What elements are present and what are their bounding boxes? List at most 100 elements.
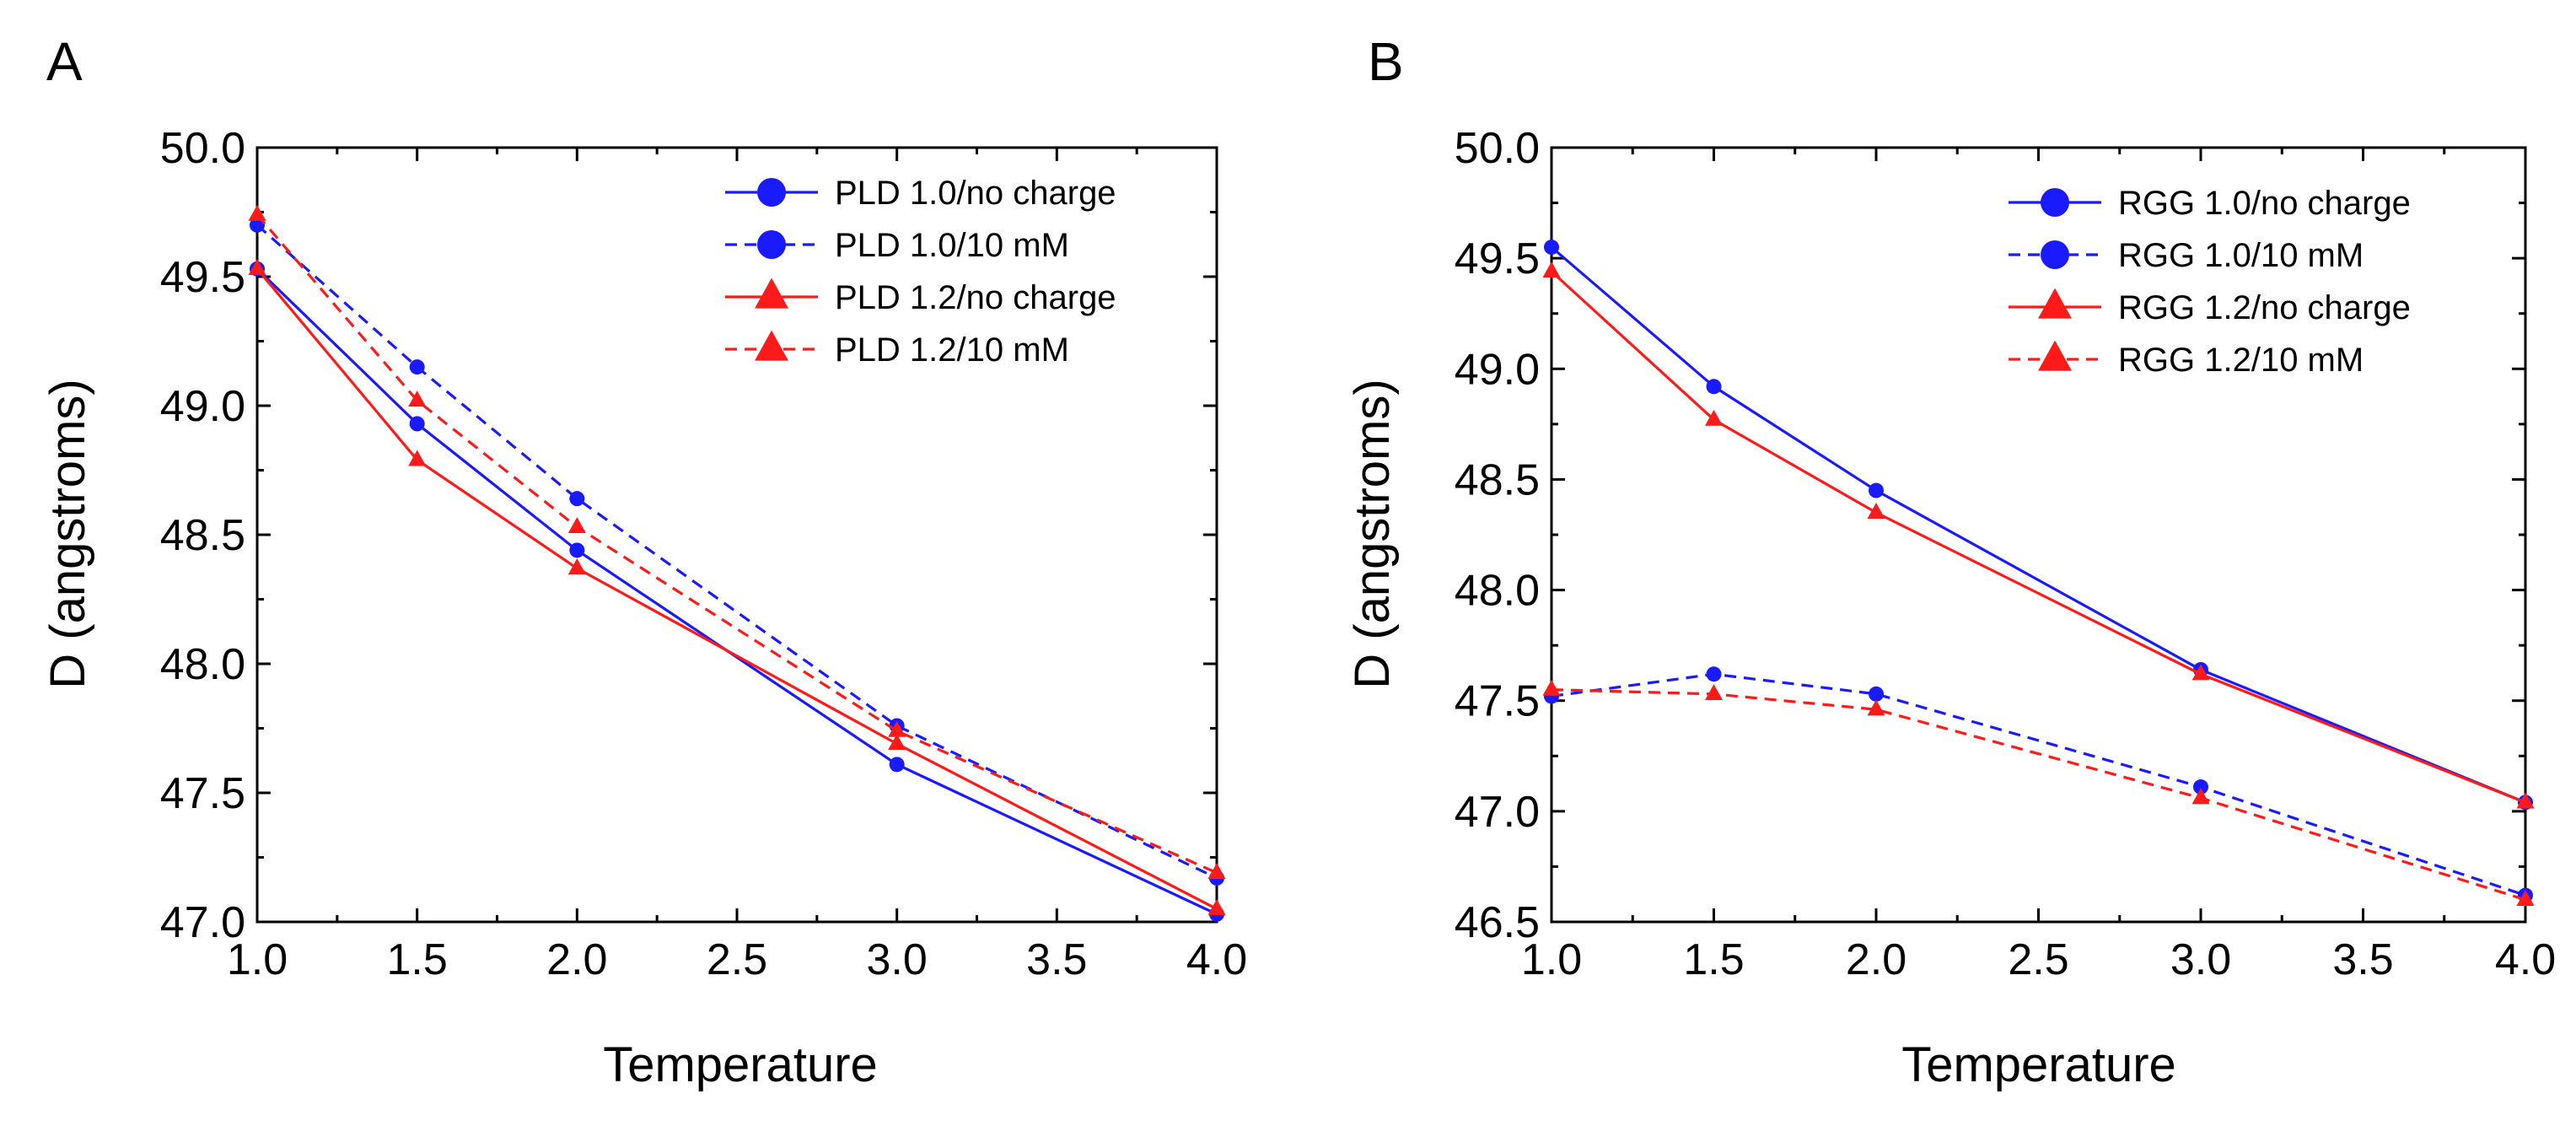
panel-a-series-1-line bbox=[255, 224, 1218, 880]
panel-a-y-tick-label: 49.5 bbox=[160, 253, 245, 302]
panel-a-series-2-point bbox=[888, 734, 906, 751]
panel-a-legend-label: PLD 1.2/10 mM bbox=[835, 331, 1069, 369]
panel-a-x-tick-label: 4.0 bbox=[1186, 935, 1247, 984]
panel-a-series-3-point bbox=[1207, 863, 1226, 880]
panel-b-x-tick-label: 4.0 bbox=[2495, 935, 2556, 984]
panel-a-y-tick-label: 49.0 bbox=[160, 382, 245, 431]
panel-a-y-tick-label: 47.0 bbox=[160, 898, 245, 947]
panel-a-x-tick-label: 2.0 bbox=[546, 935, 607, 984]
panel-a-series-1-point bbox=[250, 217, 265, 233]
panel-a-x-tick-label: 3.5 bbox=[1026, 935, 1087, 984]
panel-b-series-0-point bbox=[1706, 379, 1722, 395]
panel-a-y-axis-title: D (angstroms) bbox=[40, 379, 95, 688]
panel-b-y-tick-label: 48.0 bbox=[1455, 567, 1540, 616]
panel-a-y-tick-label: 50.0 bbox=[160, 124, 245, 173]
panel-a-series-2-point bbox=[567, 558, 586, 574]
panel-a-series-0-point bbox=[889, 757, 905, 773]
panel-b-series-3-point bbox=[2191, 788, 2210, 805]
panel-b-legend-label: RGG 1.2/no charge bbox=[2118, 289, 2411, 326]
panel-a-y-tick-label: 48.5 bbox=[160, 511, 245, 560]
panel-a-series-2-point bbox=[248, 259, 266, 276]
panel-b-series-2-point bbox=[1705, 409, 1723, 426]
panel-b-series-0-point bbox=[1544, 240, 1559, 256]
panel-a-series-2-point bbox=[1207, 898, 1226, 915]
panel-b-series-2-point bbox=[1542, 261, 1561, 278]
panel-b-x-tick-label: 3.5 bbox=[2332, 935, 2393, 984]
panel-b-chart: B Temperature D (angstroms) 1.0 1.5 2.0 2.5… bbox=[1345, 31, 2556, 1092]
panel-b-series-0-line bbox=[1550, 245, 2526, 804]
panel-a-legend-marker bbox=[757, 230, 786, 259]
panel-b-plot-frame bbox=[1550, 146, 2527, 924]
panel-a-legend-label: PLD 1.2/no charge bbox=[835, 279, 1116, 316]
panel-b-x-tick-label: 1.0 bbox=[1521, 935, 1582, 984]
panel-a-legend-marker bbox=[755, 277, 788, 309]
panel-b-series-1-point bbox=[1706, 666, 1722, 682]
panel-a-series-0-line bbox=[255, 267, 1218, 916]
panel-a-x-axis-title: Temperature bbox=[603, 1037, 878, 1092]
panel-b-y-axis-title: D (angstroms) bbox=[1345, 379, 1400, 688]
panel-b-series-2-point bbox=[2191, 664, 2210, 681]
panel-b-legend-marker bbox=[2041, 188, 2069, 217]
panel-a-series-0-point bbox=[569, 542, 585, 558]
panel-b-x-tick-label: 2.5 bbox=[2008, 935, 2068, 984]
panel-b-series-3-point bbox=[1542, 679, 1561, 696]
panel-a-series bbox=[248, 204, 1226, 922]
panel-b-x-tick-label: 1.5 bbox=[1683, 935, 1744, 984]
panel-b-series-3-line bbox=[1551, 688, 2526, 902]
panel-b-x-axis-title: Temperature bbox=[1901, 1037, 2176, 1092]
panel-a-series-0-point bbox=[409, 416, 425, 432]
panel-b-y-tick-label: 48.5 bbox=[1455, 455, 1540, 504]
panel-b-y-tick-label: 46.5 bbox=[1455, 898, 1540, 947]
panel-a-legend: PLD 1.0/no charge PLD 1.0/10 mM PLD 1.2/no… bbox=[725, 175, 1116, 369]
panel-a-series-1-point bbox=[409, 359, 425, 375]
panel-a-y-tick-label: 48.0 bbox=[160, 640, 245, 689]
panel-a-legend-label: PLD 1.0/no charge bbox=[835, 175, 1116, 212]
panel-a-x-tick-label: 1.0 bbox=[227, 935, 288, 984]
panel-a-x-tick-label: 1.5 bbox=[387, 935, 448, 984]
panel-a-series-3-point bbox=[888, 720, 906, 737]
panel-b-x-tick-label: 2.0 bbox=[1846, 935, 1906, 984]
panel-a-x-tick-label: 3.0 bbox=[867, 935, 928, 984]
panel-b-series-1-point bbox=[1869, 686, 1884, 702]
panel-b-y-tick-label: 49.5 bbox=[1455, 234, 1540, 283]
panel-b-series-0-point bbox=[1869, 482, 1884, 498]
panel-b-series-3-point bbox=[1867, 699, 1885, 716]
panel-b-series-3-point bbox=[1705, 684, 1723, 701]
panel-a-x-tick-label: 2.5 bbox=[707, 935, 767, 984]
panel-b-legend-label: RGG 1.0/no charge bbox=[2118, 185, 2411, 222]
panel-a-ticks: 1.0 1.5 2.0 2.5 3.0 3.5 4.0 47.0 47.5 48.0 48.5 49.… bbox=[160, 124, 1247, 984]
panel-b-series-1-line bbox=[1551, 672, 2526, 897]
panel-a-chart: A Temperature D (angstroms) 1.0 1.5 2.0 2.5… bbox=[40, 31, 1247, 1092]
panel-a-series-2-line bbox=[255, 267, 1218, 911]
panel-b-legend-marker bbox=[2041, 240, 2069, 269]
panel-a-y-tick-label: 47.5 bbox=[160, 769, 245, 818]
panel-b-legend-marker bbox=[2038, 288, 2072, 319]
panel-a-series-1-point bbox=[569, 491, 585, 507]
panel-a-series-3-point bbox=[408, 391, 427, 407]
panel-a-letter: A bbox=[46, 31, 83, 92]
panel-b-series bbox=[1542, 240, 2535, 906]
panel-a-series-2-point bbox=[408, 450, 427, 466]
panel-b-x-tick-label: 3.0 bbox=[2170, 935, 2231, 984]
panel-b-ticks: 1.0 1.5 2.0 2.5 3.0 3.5 4.0 46.5 47.0 47.5 48.0 48.… bbox=[1455, 124, 2556, 984]
panel-b-y-tick-label: 47.0 bbox=[1455, 788, 1540, 837]
panel-b-letter: B bbox=[1368, 31, 1404, 92]
panel-b-legend-marker bbox=[2038, 340, 2072, 371]
panel-a-plot-frame bbox=[255, 146, 1218, 924]
panel-a-legend-marker bbox=[755, 330, 788, 361]
panel-b-series-2-line bbox=[1550, 270, 2526, 804]
panel-b-legend-label: RGG 1.2/10 mM bbox=[2118, 342, 2364, 379]
panel-b-y-tick-label: 49.0 bbox=[1455, 345, 1540, 394]
panel-b-legend-label: RGG 1.0/10 mM bbox=[2118, 237, 2364, 274]
panel-b-y-tick-label: 47.5 bbox=[1455, 677, 1540, 726]
panel-a-series-3-point bbox=[567, 517, 586, 534]
panel-a-legend-marker bbox=[757, 178, 786, 207]
panel-b-series-2-point bbox=[2516, 792, 2535, 809]
panel-a-legend-label: PLD 1.0/10 mM bbox=[835, 227, 1069, 264]
panel-a-series-3-point bbox=[248, 204, 266, 221]
panel-b-series-2-point bbox=[1867, 503, 1885, 519]
panel-b-y-tick-label: 50.0 bbox=[1455, 124, 1540, 173]
panel-b-series-1-point bbox=[2193, 779, 2208, 795]
panel-b-series-3-point bbox=[2516, 890, 2535, 906]
